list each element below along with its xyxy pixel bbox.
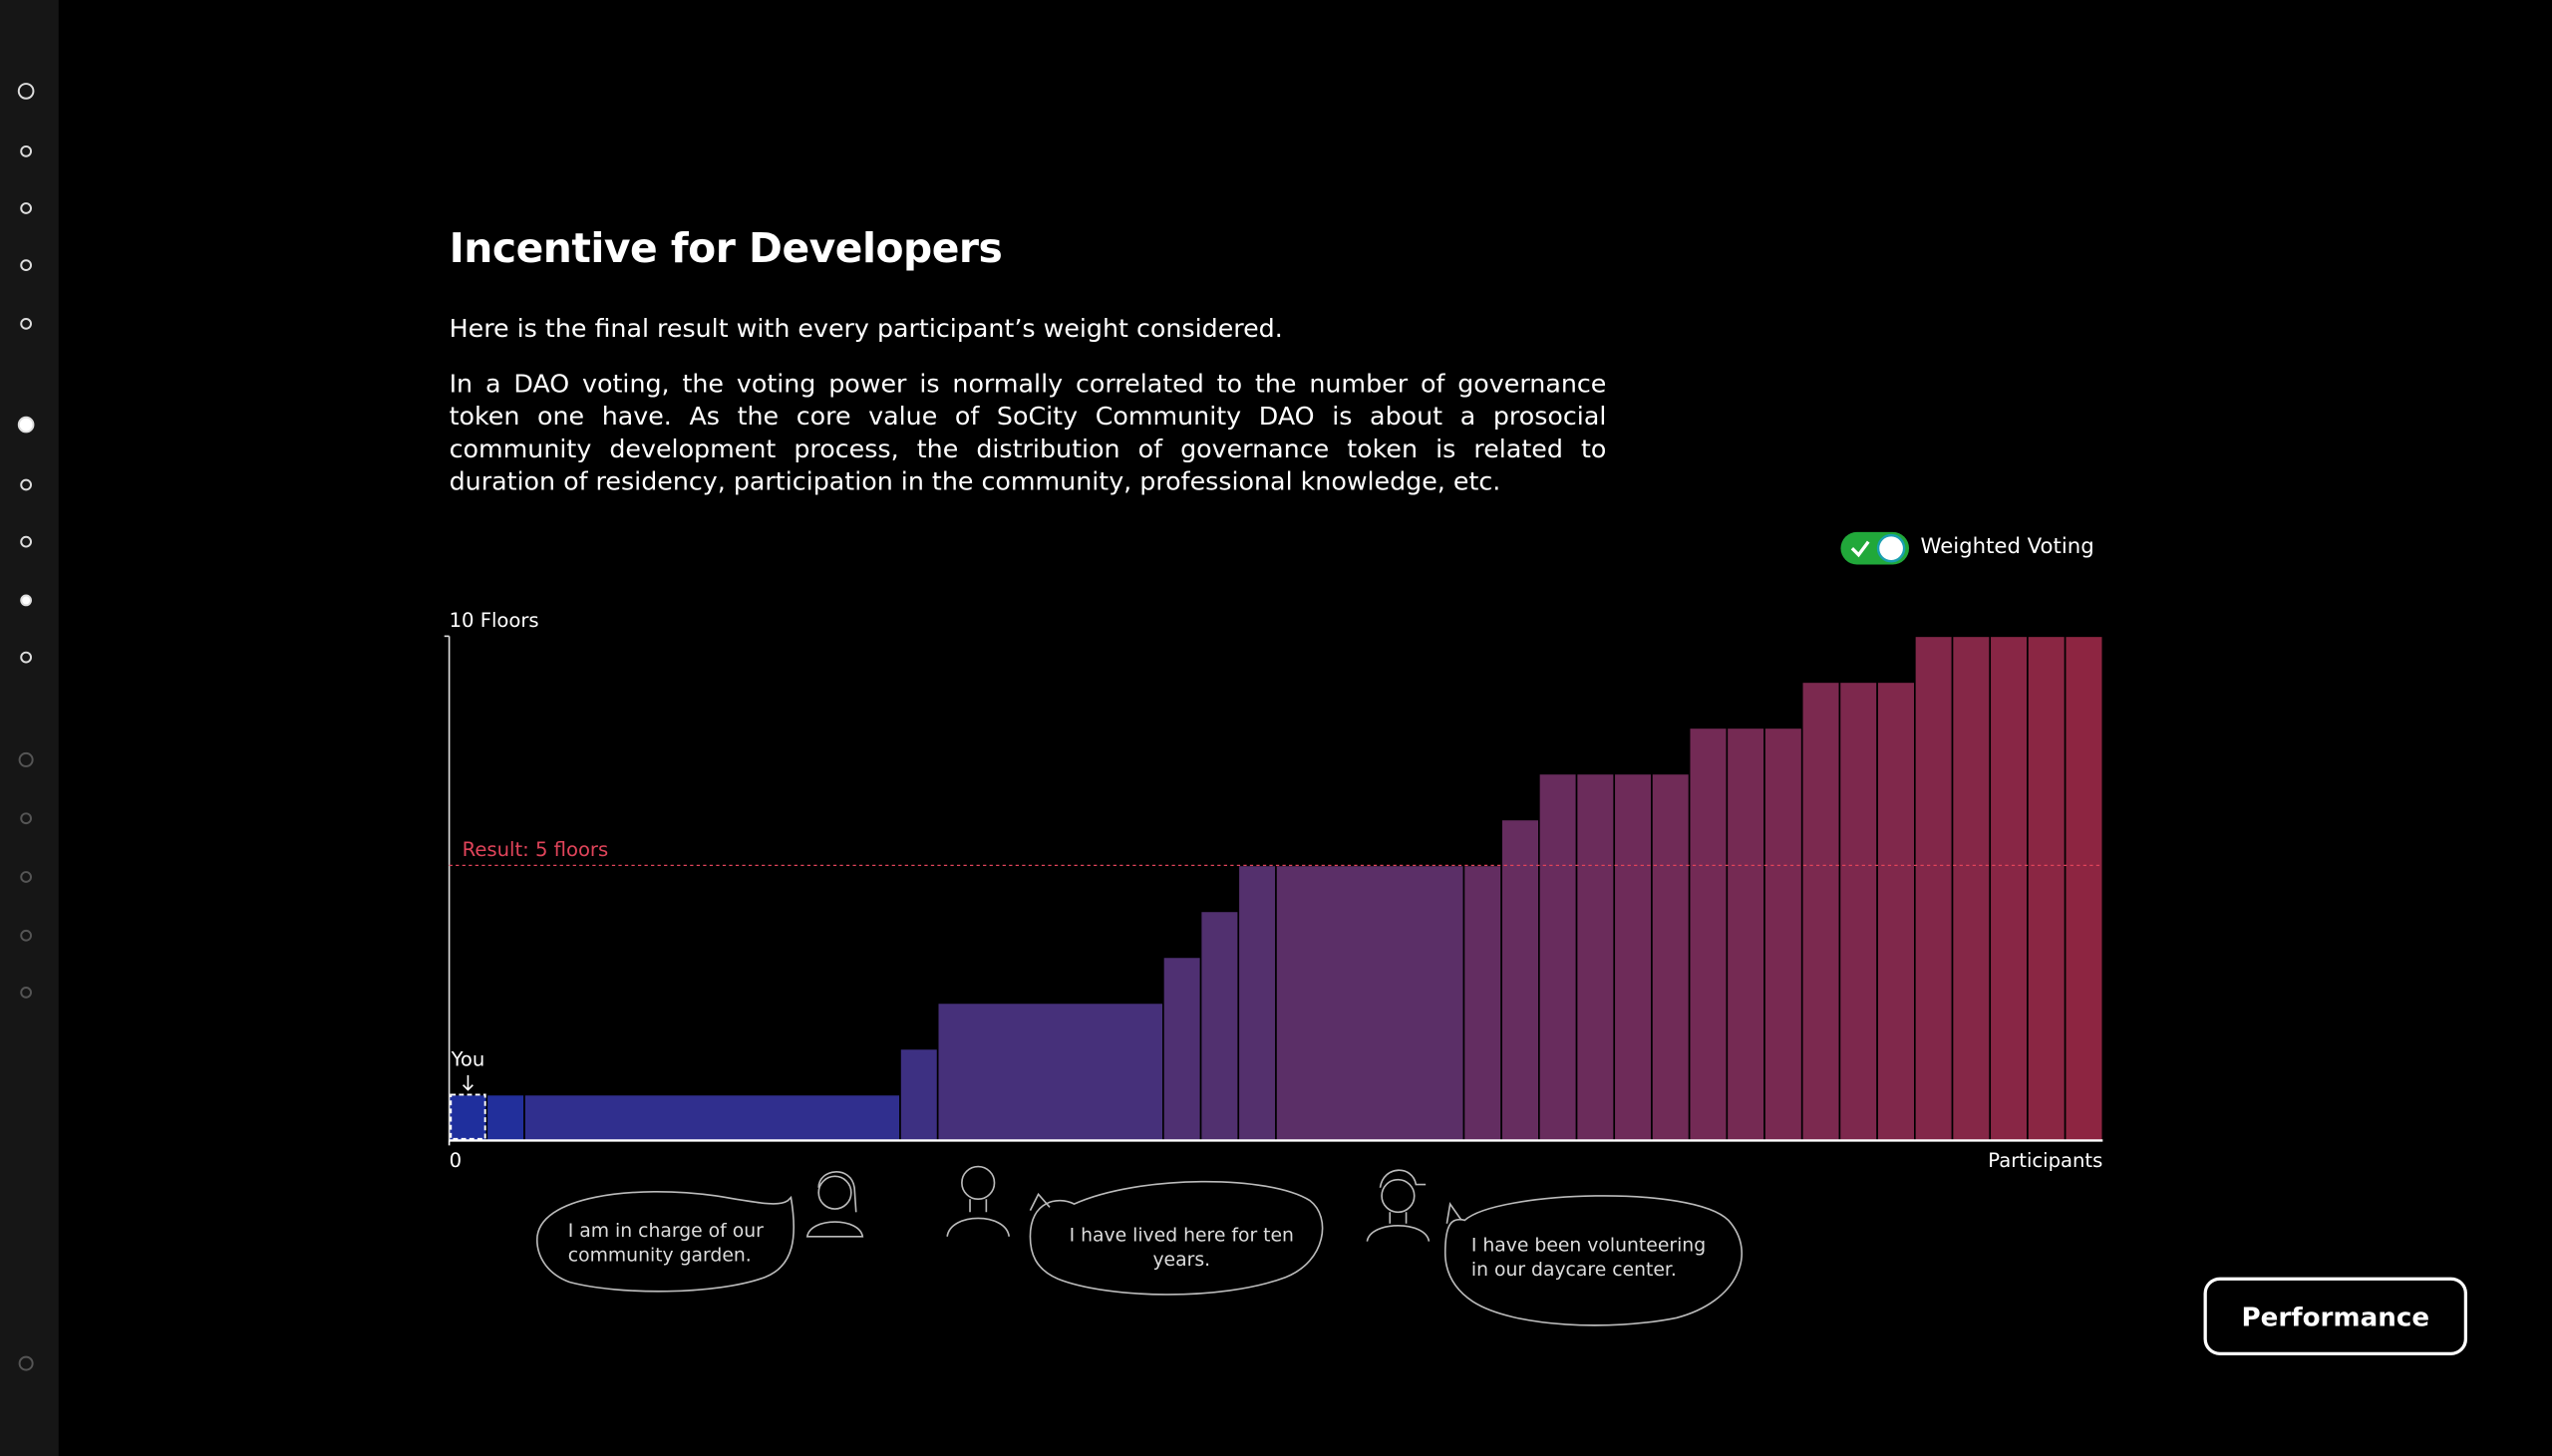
toggle-knob — [1876, 533, 1906, 563]
bar — [1800, 681, 1841, 1142]
bar — [1199, 910, 1240, 1142]
nav-dots — [17, 83, 35, 1371]
bar — [1951, 635, 1992, 1142]
bar — [936, 1002, 1164, 1142]
you-arrow — [462, 1074, 474, 1091]
nav-dot[interactable] — [20, 535, 32, 548]
you-highlight — [450, 1093, 486, 1140]
nav-dot[interactable] — [20, 812, 32, 825]
paragraph: Here is the final result with every part… — [449, 314, 1283, 344]
bar — [1989, 635, 2029, 1142]
quote: I have lived here for ten years. — [1069, 1223, 1294, 1272]
bar — [1275, 864, 1465, 1142]
speech-bubble — [535, 1191, 796, 1293]
nav-dot[interactable] — [20, 318, 32, 330]
nav-dot[interactable] — [20, 145, 32, 157]
person-head — [961, 1165, 996, 1201]
person-body — [1366, 1169, 1431, 1242]
bar — [523, 1093, 901, 1142]
sidebar — [0, 0, 59, 1456]
bar — [2027, 635, 2067, 1142]
page-title: Incentive for Developers — [449, 224, 1003, 272]
quote: I have been volunteering in our daycare … — [1470, 1233, 1707, 1281]
nav-dot[interactable] — [18, 1355, 34, 1371]
nav-dot[interactable] — [20, 929, 32, 942]
x-axis-label: Participants — [1988, 1149, 2102, 1172]
bar — [1876, 681, 1916, 1142]
bar — [2064, 635, 2104, 1142]
performance-button[interactable]: Performance — [2203, 1277, 2468, 1355]
toggle-label[interactable]: Weighted Voting — [1920, 535, 2094, 560]
bar — [1763, 727, 1803, 1142]
you-label: You — [451, 1048, 485, 1071]
nav-dot[interactable] — [17, 83, 35, 100]
nav-dot[interactable] — [20, 202, 32, 214]
toggle[interactable] — [1840, 531, 1910, 565]
speech-bubble — [1443, 1195, 1744, 1326]
nav-dot[interactable] — [18, 751, 34, 767]
nav-dot[interactable] — [20, 594, 32, 607]
bar — [1237, 864, 1277, 1142]
person-head — [817, 1175, 852, 1210]
bar — [1575, 772, 1616, 1142]
result-label: Result: 5 floors — [463, 838, 609, 861]
bar — [899, 1047, 939, 1142]
bar — [1500, 818, 1540, 1142]
speech-bubble — [1029, 1180, 1324, 1296]
x-tick-label: 0 — [450, 1149, 462, 1172]
bar — [1162, 956, 1202, 1142]
bar — [1726, 727, 1765, 1142]
bar — [1538, 772, 1578, 1142]
y-tick-label: 10 Floors — [450, 609, 539, 632]
person-body — [805, 1171, 864, 1238]
nav-dot[interactable] — [20, 651, 32, 664]
nav-dot[interactable] — [20, 987, 32, 999]
bubbles — [535, 1180, 1744, 1326]
quote: I am in charge of our community garden. — [567, 1218, 764, 1267]
person-body — [946, 1199, 1011, 1237]
bar — [1838, 681, 1878, 1142]
bar — [1688, 727, 1729, 1142]
nav-dot[interactable] — [20, 478, 32, 491]
bar — [1613, 772, 1653, 1142]
bar — [1462, 864, 1502, 1142]
person-head — [1381, 1178, 1416, 1214]
toggle-check — [1850, 540, 1870, 558]
people — [805, 1165, 1431, 1242]
paragraph: In a DAO voting, the voting power is nor… — [449, 369, 1607, 496]
bar — [1914, 635, 1954, 1142]
bar — [1651, 772, 1691, 1142]
nav-dot[interactable] — [20, 871, 32, 883]
bar — [448, 1093, 488, 1142]
bar — [485, 1093, 525, 1142]
nav-dot[interactable] — [20, 259, 32, 271]
nav-dot[interactable] — [17, 416, 35, 434]
